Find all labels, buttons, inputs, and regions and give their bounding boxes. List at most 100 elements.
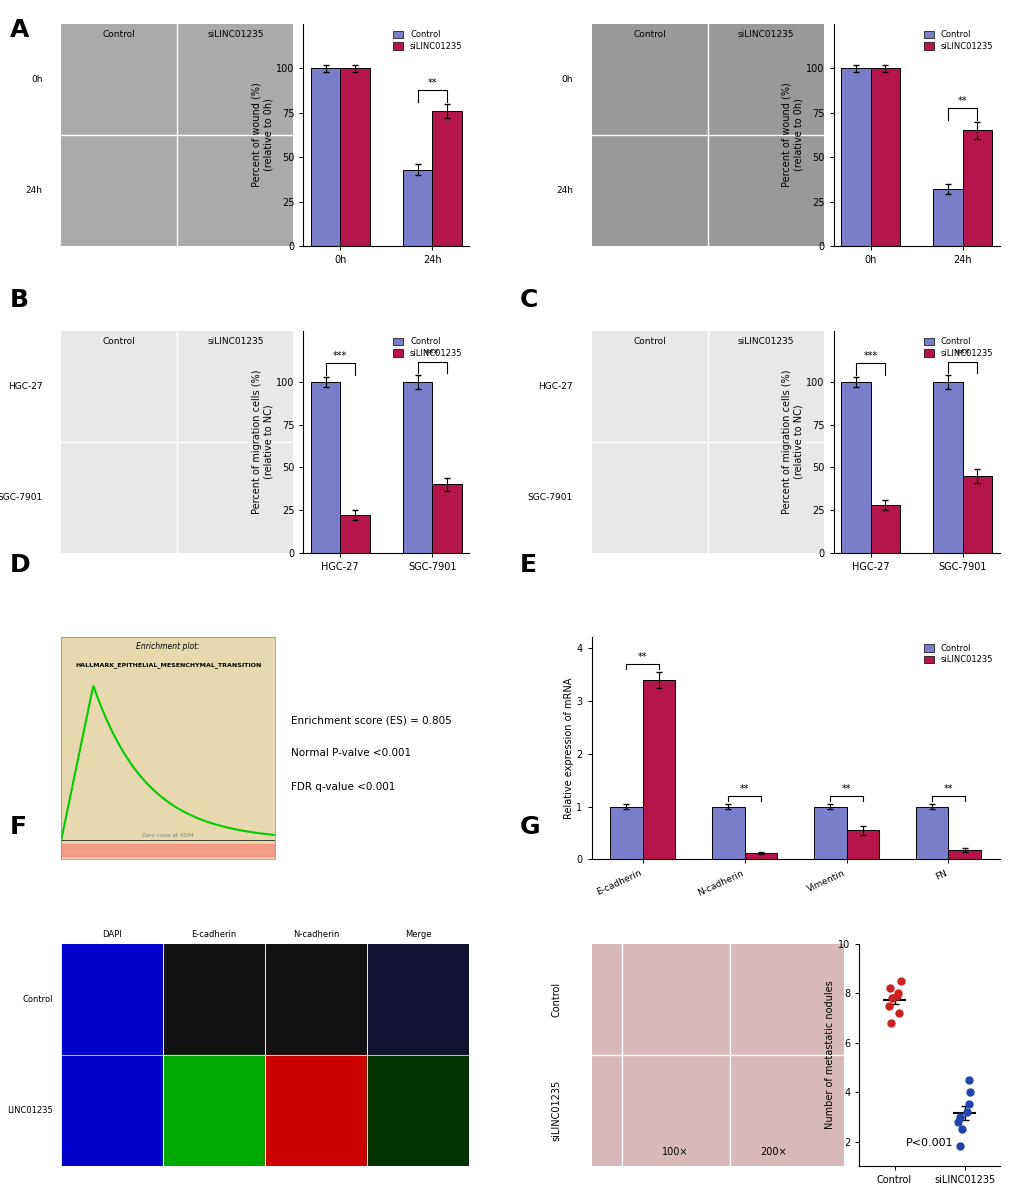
Text: 0h: 0h (32, 75, 43, 83)
Text: P<0.001: P<0.001 (905, 1139, 953, 1148)
Text: D: D (10, 553, 31, 577)
Text: **: ** (943, 784, 953, 794)
Bar (870, 505, 899, 553)
Legend: Control, siLINC01235: Control, siLINC01235 (920, 641, 995, 666)
Y-axis label: Percent of wound (%)
(relative to 0h): Percent of wound (%) (relative to 0h) (252, 82, 273, 187)
Point (960, 1095, 976, 1114)
Point (891, 1003, 907, 1022)
Bar (311, 68, 340, 246)
Point (883, 989, 900, 1008)
Bar (609, 807, 642, 859)
Bar (813, 807, 846, 859)
Text: Control: Control (103, 31, 136, 39)
Text: F: F (10, 815, 28, 839)
Bar (163, 1056, 265, 1166)
Y-axis label: Number of metastatic nodules: Number of metastatic nodules (824, 981, 835, 1129)
Point (889, 987, 905, 1006)
Bar (915, 807, 948, 859)
Text: ***: *** (955, 350, 969, 359)
Bar (744, 853, 776, 859)
Text: G: G (520, 815, 540, 839)
Bar (367, 944, 469, 1056)
Bar (265, 1056, 367, 1166)
Text: HGC-27: HGC-27 (8, 382, 43, 390)
Text: Control: Control (633, 31, 665, 39)
Text: E-cadherin: E-cadherin (192, 931, 236, 939)
Text: N-cadherin: N-cadherin (292, 931, 339, 939)
Bar (711, 807, 744, 859)
Bar (61, 944, 163, 1056)
Text: Control: Control (103, 337, 136, 346)
Text: siLINC01235: siLINC01235 (207, 337, 263, 346)
Text: HGC-27: HGC-27 (538, 382, 573, 390)
Bar (432, 484, 462, 553)
Point (958, 1102, 974, 1121)
Legend: Control, siLINC01235: Control, siLINC01235 (920, 334, 995, 361)
Text: A: A (10, 18, 30, 42)
Y-axis label: Percent of wound (%)
(relative to 0h): Percent of wound (%) (relative to 0h) (782, 82, 803, 187)
Point (961, 1083, 977, 1102)
Point (892, 971, 908, 990)
Legend: Control, siLINC01235: Control, siLINC01235 (390, 334, 465, 361)
Text: C: C (520, 288, 538, 312)
Bar (841, 382, 870, 553)
Text: B: B (10, 288, 30, 312)
Text: ***: *** (333, 351, 347, 361)
Point (952, 1136, 968, 1155)
Text: DAPI: DAPI (102, 931, 122, 939)
Bar (962, 476, 991, 553)
Point (882, 1014, 899, 1033)
Bar (846, 831, 878, 859)
Text: siLINC01235: siLINC01235 (737, 31, 793, 39)
Bar (932, 382, 962, 553)
Text: Zero cross at 4594: Zero cross at 4594 (143, 833, 194, 838)
Point (879, 996, 896, 1015)
Text: siLINC01235: siLINC01235 (551, 1081, 560, 1141)
Text: ***: *** (425, 350, 439, 359)
Text: siLINC01235: siLINC01235 (737, 337, 793, 346)
Y-axis label: Relative expression of mRNA: Relative expression of mRNA (562, 677, 573, 819)
Bar (870, 68, 899, 246)
Text: **: ** (739, 784, 749, 794)
Point (953, 1120, 969, 1139)
Bar (962, 131, 991, 246)
Text: Control: Control (633, 337, 665, 346)
Point (881, 979, 898, 998)
Text: 24h: 24h (25, 186, 43, 195)
Text: Merge: Merge (405, 931, 431, 939)
Text: Normal P-valve <0.001: Normal P-valve <0.001 (290, 749, 411, 758)
Bar (311, 382, 340, 553)
Point (951, 1107, 967, 1126)
Bar (340, 68, 369, 246)
Text: Enrichment plot:: Enrichment plot: (137, 641, 200, 651)
Bar (340, 515, 369, 553)
Y-axis label: Percent of migration cells (%)
(relative to NC): Percent of migration cells (%) (relative… (782, 369, 803, 514)
Point (949, 1113, 965, 1132)
Text: 0h: 0h (561, 75, 573, 83)
Text: LINC01235: LINC01235 (7, 1107, 53, 1115)
Text: Control: Control (22, 995, 53, 1004)
Text: 24h: 24h (555, 186, 573, 195)
Text: **: ** (637, 652, 647, 662)
Legend: Control, siLINC01235: Control, siLINC01235 (920, 29, 995, 54)
Bar (841, 68, 870, 246)
Legend: Control, siLINC01235: Control, siLINC01235 (390, 29, 465, 54)
Text: **: ** (841, 784, 851, 794)
Text: ***: *** (863, 351, 877, 361)
Point (960, 1070, 976, 1089)
Bar (432, 111, 462, 246)
Bar (642, 679, 675, 859)
Bar (403, 170, 432, 246)
Text: E: E (520, 553, 537, 577)
Bar (948, 850, 980, 859)
Bar (61, 1056, 163, 1166)
Text: SGC-7901: SGC-7901 (0, 493, 43, 502)
Text: HALLMARK_EPITHELIAL_MESENCHYMAL_TRANSITION: HALLMARK_EPITHELIAL_MESENCHYMAL_TRANSITI… (75, 662, 261, 668)
Text: 100×: 100× (661, 1147, 688, 1158)
Bar (163, 944, 265, 1056)
Point (889, 984, 905, 1003)
Bar (932, 189, 962, 246)
Text: 200×: 200× (759, 1147, 786, 1158)
Text: **: ** (957, 96, 966, 106)
Text: Control: Control (551, 982, 560, 1017)
